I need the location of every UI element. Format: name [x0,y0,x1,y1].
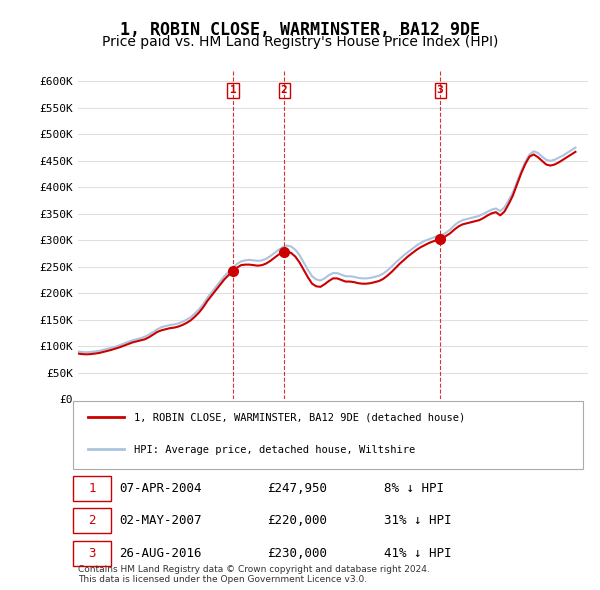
Text: 3: 3 [88,546,95,560]
Text: 41% ↓ HPI: 41% ↓ HPI [384,546,452,560]
FancyBboxPatch shape [73,540,111,566]
Text: 07-APR-2004: 07-APR-2004 [119,482,202,495]
Text: Contains HM Land Registry data © Crown copyright and database right 2024.
This d: Contains HM Land Registry data © Crown c… [78,565,430,584]
Text: 3: 3 [437,86,443,96]
Text: 8% ↓ HPI: 8% ↓ HPI [384,482,444,495]
Text: 2: 2 [281,86,287,96]
Text: 2: 2 [88,514,95,527]
Text: £247,950: £247,950 [266,482,326,495]
Text: 31% ↓ HPI: 31% ↓ HPI [384,514,452,527]
Text: £230,000: £230,000 [266,546,326,560]
Text: 1: 1 [88,482,95,495]
Text: 1, ROBIN CLOSE, WARMINSTER, BA12 9DE (detached house): 1, ROBIN CLOSE, WARMINSTER, BA12 9DE (de… [134,413,466,423]
FancyBboxPatch shape [73,509,111,533]
Text: £220,000: £220,000 [266,514,326,527]
FancyBboxPatch shape [73,401,583,469]
Text: HPI: Average price, detached house, Wiltshire: HPI: Average price, detached house, Wilt… [134,445,415,455]
FancyBboxPatch shape [73,476,111,501]
Text: 02-MAY-2007: 02-MAY-2007 [119,514,202,527]
Text: 1, ROBIN CLOSE, WARMINSTER, BA12 9DE: 1, ROBIN CLOSE, WARMINSTER, BA12 9DE [120,21,480,39]
Text: Price paid vs. HM Land Registry's House Price Index (HPI): Price paid vs. HM Land Registry's House … [102,35,498,50]
Text: 1: 1 [230,86,236,96]
Text: 26-AUG-2016: 26-AUG-2016 [119,546,202,560]
